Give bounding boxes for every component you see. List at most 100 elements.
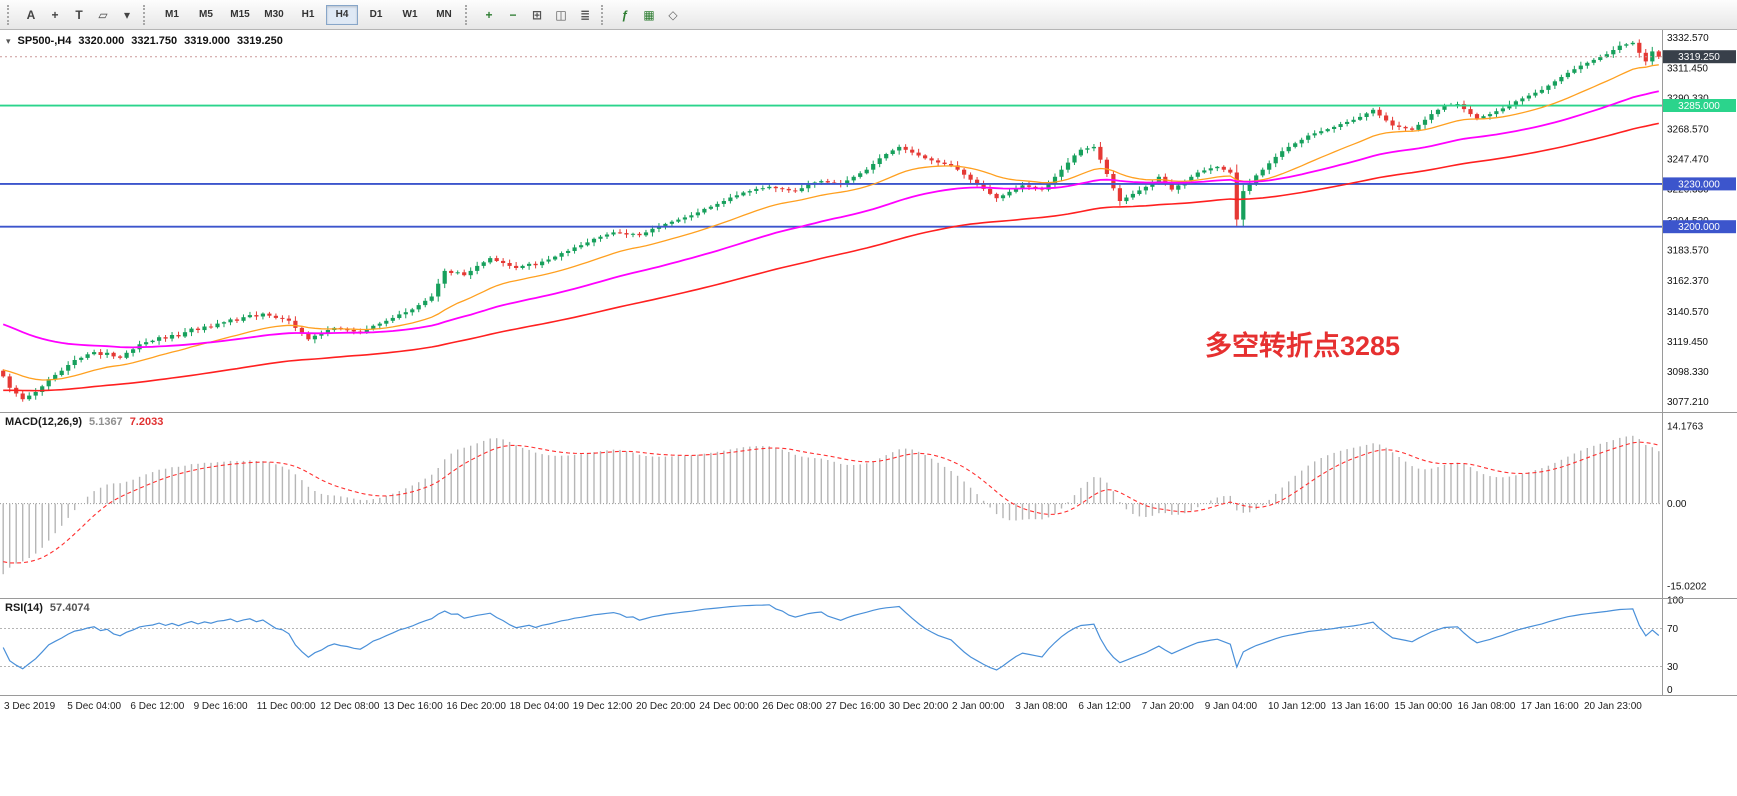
timeframe-button-m1[interactable]: M1	[165, 9, 179, 20]
svg-text:26 Dec 08:00: 26 Dec 08:00	[762, 701, 822, 712]
open-value: 3320.000	[78, 35, 125, 47]
rsi-title: RSI(14)	[5, 602, 43, 614]
timeframe-button-d1[interactable]: D1	[369, 9, 383, 20]
fast-ma-line	[3, 64, 1659, 381]
horizontal-lines-layer[interactable]	[0, 56, 1662, 228]
objects-button[interactable]: ◇	[668, 7, 678, 22]
svg-text:0: 0	[1667, 685, 1673, 696]
toolbar: A + T ▱ ▾ M1 M5 M15 M30 H1 H4 D1 W1 MN + − ⊞ ◫ ≣ ƒ ▦ ◇	[0, 0, 1737, 30]
macd-signal-line	[3, 441, 1659, 564]
shapes-tool-button[interactable]: ▱	[98, 7, 108, 22]
svg-text:3268.570: 3268.570	[1667, 124, 1709, 135]
svg-text:6 Dec 12:00: 6 Dec 12:00	[130, 701, 184, 712]
chart-window[interactable]: 14.1763 0.00 -15.0202 100 70 30 0 3332.570 3311.…	[0, 30, 1737, 796]
macd-pane: 14.1763 0.00 -15.0202	[0, 421, 1707, 593]
chart-annotation-text[interactable]: 多空转折点3285	[1205, 331, 1401, 361]
svg-text:7 Jan 20:00: 7 Jan 20:00	[1142, 701, 1195, 712]
cursor-tool-button[interactable]: A	[26, 7, 36, 22]
macd-title: MACD(12,26,9)	[5, 416, 83, 428]
price-tag-3285.000	[1663, 99, 1736, 112]
symbol-ohlc-bar: ▾ SP500-,H4 3320.000 3321.750 3319.000 3…	[6, 35, 283, 47]
price-axis: 3332.570 3311.450 3290.330 3268.570 3247.470…	[0, 30, 1737, 696]
svg-text:3332.570: 3332.570	[1667, 33, 1709, 44]
svg-text:19 Dec 12:00: 19 Dec 12:00	[573, 701, 633, 712]
candles-layer	[1, 39, 1661, 402]
svg-text:3 Dec 2019: 3 Dec 2019	[4, 701, 56, 712]
rsi-value: 57.4074	[49, 602, 90, 614]
svg-text:9 Jan 04:00: 9 Jan 04:00	[1205, 701, 1258, 712]
rsi-pane: 100 70 30 0	[0, 596, 1684, 696]
timeframe-button-w1[interactable]: W1	[402, 9, 418, 20]
timeframe-button-m15[interactable]: M15	[230, 9, 250, 20]
timeframe-button-h4[interactable]: H4	[326, 4, 358, 25]
svg-text:16 Jan 08:00: 16 Jan 08:00	[1458, 701, 1516, 712]
symbol-label: SP500-,H4	[17, 35, 72, 47]
close-value: 3319.250	[237, 35, 283, 47]
toolbar-grip[interactable]	[465, 4, 470, 25]
svg-text:3162.370: 3162.370	[1667, 276, 1709, 287]
svg-text:3119.450: 3119.450	[1667, 337, 1708, 348]
chart-canvas[interactable]: 14.1763 0.00 -15.0202 100 70 30 0 3332.570 3311.…	[0, 30, 1737, 796]
indicators-button[interactable]: ƒ	[621, 7, 629, 22]
new-chart-button[interactable]: ◫	[555, 7, 567, 22]
svg-text:3285.000: 3285.000	[1678, 101, 1720, 112]
svg-text:3098.330: 3098.330	[1667, 367, 1709, 378]
svg-text:13 Dec 16:00: 13 Dec 16:00	[383, 701, 443, 712]
svg-text:24 Dec 00:00: 24 Dec 00:00	[699, 701, 759, 712]
svg-text:3 Jan 08:00: 3 Jan 08:00	[1015, 701, 1068, 712]
price-tag-3230.000	[1663, 177, 1736, 191]
svg-text:100: 100	[1667, 596, 1684, 607]
toolbar-grip[interactable]	[601, 4, 606, 25]
svg-text:3200.000: 3200.000	[1678, 222, 1720, 233]
timeframe-button-mn[interactable]: MN	[436, 9, 452, 20]
svg-text:3230.000: 3230.000	[1678, 179, 1720, 190]
tile-windows-button[interactable]: ⊞	[531, 7, 543, 22]
price-tag-3319.250	[1663, 50, 1736, 64]
toolbar-grip[interactable]	[7, 4, 12, 25]
svg-text:2 Jan 00:00: 2 Jan 00:00	[952, 701, 1005, 712]
crosshair-tool-button[interactable]: +	[51, 7, 59, 22]
slow-ma-line	[3, 122, 1659, 392]
svg-text:3077.210: 3077.210	[1667, 397, 1709, 408]
svg-text:3319.250: 3319.250	[1678, 52, 1720, 63]
timeframe-button-m5[interactable]: M5	[199, 9, 213, 20]
zoom-in-button[interactable]: +	[485, 7, 493, 22]
timeframe-button-h1[interactable]: H1	[301, 9, 315, 20]
svg-text:3311.450: 3311.450	[1667, 63, 1708, 74]
macd-signal-value: 7.2033	[129, 416, 164, 428]
time-axis: 3 Dec 2019 5 Dec 04:00 6 Dec 12:00 9 Dec 16…	[4, 701, 1642, 712]
svg-text:30: 30	[1667, 662, 1679, 673]
svg-text:9 Dec 16:00: 9 Dec 16:00	[194, 701, 248, 712]
text-tool-button[interactable]: T	[75, 7, 83, 22]
shapes-dropdown-button[interactable]: ▾	[123, 7, 131, 22]
chart-collapse-icon[interactable]: ▾	[6, 35, 11, 46]
svg-text:3247.470: 3247.470	[1667, 155, 1709, 166]
templates-button[interactable]: ▦	[643, 7, 655, 22]
svg-text:10 Jan 12:00: 10 Jan 12:00	[1268, 701, 1326, 712]
zoom-out-button[interactable]: −	[509, 7, 517, 22]
chart-list-button[interactable]: ≣	[579, 7, 591, 22]
moving-averages-layer	[2, 64, 1659, 392]
svg-text:3183.570: 3183.570	[1667, 246, 1709, 257]
mid-ma-line	[2, 90, 1659, 349]
svg-text:13 Jan 16:00: 13 Jan 16:00	[1331, 701, 1389, 712]
svg-text:5 Dec 04:00: 5 Dec 04:00	[67, 701, 121, 712]
svg-text:16 Dec 20:00: 16 Dec 20:00	[446, 701, 506, 712]
svg-text:30 Dec 20:00: 30 Dec 20:00	[889, 701, 949, 712]
timeframe-button-m30[interactable]: M30	[264, 9, 284, 20]
svg-text:6 Jan 12:00: 6 Jan 12:00	[1078, 701, 1131, 712]
svg-text:15 Jan 00:00: 15 Jan 00:00	[1394, 701, 1452, 712]
toolbar-grip[interactable]	[143, 4, 148, 25]
svg-text:17 Jan 16:00: 17 Jan 16:00	[1521, 701, 1579, 712]
svg-text:3140.570: 3140.570	[1667, 307, 1709, 318]
low-value: 3319.000	[184, 35, 231, 47]
price-tag-3200.000	[1663, 220, 1736, 234]
high-value: 3321.750	[131, 35, 178, 47]
svg-text:18 Dec 04:00: 18 Dec 04:00	[510, 701, 570, 712]
svg-text:12 Dec 08:00: 12 Dec 08:00	[320, 701, 380, 712]
rsi-indicator-label: RSI(14) 57.4074	[5, 602, 90, 614]
svg-text:70: 70	[1667, 624, 1679, 635]
svg-text:20 Dec 20:00: 20 Dec 20:00	[636, 701, 696, 712]
svg-text:3290.330: 3290.330	[1667, 93, 1709, 104]
